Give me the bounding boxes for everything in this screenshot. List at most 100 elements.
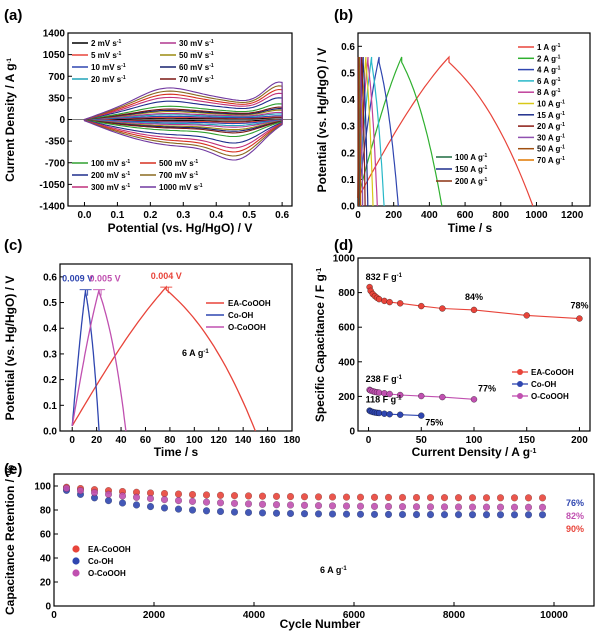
e-data-point [538,511,546,519]
a-legend-label: 70 mV s-1 [179,75,214,84]
a-legend-label: 100 mV s-1 [91,159,130,168]
d-x-tick-label: 150 [518,435,535,446]
e-data-point [203,491,211,499]
c-legend-label: EA-CoOOH [228,299,271,308]
e-data-point [189,506,197,514]
e-data-point [287,493,295,501]
e-data-point [287,501,295,509]
e-data-point [399,503,407,511]
d-data-point [418,392,425,400]
d-x-tick-label: 200 [571,435,588,446]
c-series-line [71,285,257,432]
e-data-point [357,502,365,510]
a-legend-label: 30 mV s-1 [179,39,214,48]
a-x-tick-label: 0.3 [176,210,190,221]
e-data-point [538,503,546,511]
e-data-point [301,501,309,509]
a-x-tick-label: 0.4 [209,210,223,221]
c-legend-label: Co-OH [228,311,254,320]
e-data-point [161,490,169,498]
e-end-retention-label: 76% [566,498,584,508]
e-data-point [118,492,126,500]
e-data-point [104,490,112,498]
e-y-tick-label: 20 [40,578,52,589]
b-series-line [357,56,399,207]
a-legend-label: 60 mV s-1 [179,63,214,72]
c-x-tick-label: 40 [115,435,127,446]
a-x-axis-label: Potential (vs. Hg/HgO) / V [108,221,253,235]
d-data-point [523,312,530,319]
chart-c-gcd-comparison: 0 20 40 60 80 100 120 140 160 180 0.0 0.1 0.2 0.3 0.4 0… [3,263,301,459]
d-plot-frame [357,257,591,432]
d-data-point [470,306,478,314]
b-x-tick-label: 1000 [525,210,548,221]
d-annotation: 238 F g-1 [366,374,403,384]
panel-label-c: (c) [4,237,22,254]
e-data-point [217,499,225,507]
d-legend-label: EA-CoOOH [531,368,574,377]
e-data-point [399,493,407,501]
d-annotation: 832 F g-1 [366,272,403,282]
e-end-retention-label: 82% [566,511,584,521]
b-y-tick-label: 0.4 [341,95,355,106]
e-data-point [189,497,197,505]
a-legend-label: 1000 mV s-1 [159,183,203,192]
d-data-point [386,411,393,418]
e-data-point [469,503,477,511]
d-data-point [386,390,393,398]
e-legend-label: EA-CoOOH [88,545,131,554]
d-y-tick-label: 0 [349,427,355,438]
e-x-tick-label: 6000 [343,610,366,621]
a-legend-label: 10 mV s-1 [91,63,126,72]
e-data-point [441,503,449,511]
c-ir-drop-label: 0.004 V [151,271,182,281]
c-ir-drop-label: 0.009 V [62,274,93,284]
e-data-point [118,499,126,507]
a-legend-label: 2 mV s-1 [91,39,121,48]
c-plot-frame [59,263,293,432]
e-data-point [497,494,505,502]
b-x-axis-label: Time / s [448,221,493,235]
d-annotation: 84% [465,292,483,302]
e-data-point [273,509,281,517]
c-series-line [71,289,127,432]
e-data-point [497,503,505,511]
e-legend-marker [72,557,80,565]
c-x-tick-label: 140 [235,435,252,446]
chart-b-gcd-curves: 0 200 400 600 800 1000 1200 0.0 0.1 0.2 0.3 0.4 0.5 0… [315,32,591,235]
e-data-point [175,497,183,505]
e-y-tick-label: 80 [40,506,52,517]
a-y-tick-label: -700 [45,158,65,169]
chart-d-rate-capability: 0 50 100 150 200 0 200 400 600 800 1000 Current Den… [313,254,591,459]
a-legend-label: 5 mV s-1 [91,51,121,60]
e-data-point [511,511,519,519]
d-data-point [576,315,583,322]
b-legend-label: 2 A g-1 [537,54,561,63]
c-y-tick-label: 0.1 [43,401,57,412]
d-annotation: 78% [570,301,588,311]
a-x-tick-label: 0.2 [143,210,157,221]
e-data-point [329,493,337,501]
e-data-point [371,493,379,501]
chart-a-cv-curves: 0.0 0.1 0.2 0.3 0.4 0.5 0.6 -1400 -1050 -700 -350 0… [3,29,293,235]
e-x-tick-label: 2000 [143,610,166,621]
e-data-point [133,493,141,501]
c-x-axis-label: Time / s [154,445,199,459]
e-legend-marker [72,569,80,577]
e-data-point [455,511,463,519]
e-data-point [524,511,532,519]
c-x-tick-label: 100 [186,435,203,446]
e-data-point [371,502,379,510]
e-data-point [511,494,519,502]
e-data-point [483,494,491,502]
b-legend-label: 70 A g-1 [537,156,565,165]
d-data-point [397,300,404,307]
e-legend-label: O-CoOOH [88,569,126,578]
b-x-tick-label: 200 [385,210,402,221]
a-series-line [83,81,283,161]
a-legend-label: 700 mV s-1 [159,171,198,180]
panel-label-e: (e) [4,461,22,478]
b-series-line [357,57,360,206]
e-data-point [259,500,267,508]
e-data-point [175,505,183,513]
